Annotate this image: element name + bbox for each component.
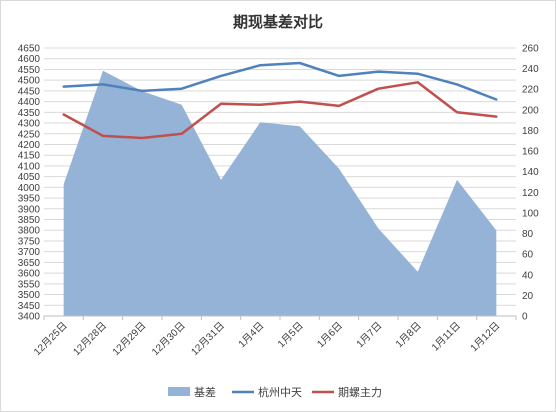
- y-right-tick-label: 100: [522, 208, 539, 219]
- x-tick-label: 1月6日: [315, 320, 345, 350]
- x-tick-label: 1月5日: [275, 320, 305, 350]
- legend-label: 期螺主力: [338, 386, 382, 399]
- y-right-tick-label: 80: [522, 229, 534, 240]
- x-tick-label: 12月30日: [149, 320, 187, 358]
- y-left-tick-label: 4150: [18, 151, 41, 162]
- x-tick-label: 1月7日: [354, 320, 384, 350]
- x-tick-label: 12月28日: [71, 320, 109, 358]
- y-right-tick-label: 40: [522, 270, 534, 281]
- chart-title: 期现基差对比: [233, 13, 323, 31]
- legend-label: 基差: [194, 385, 216, 399]
- y-left-tick-label: 4250: [18, 129, 41, 140]
- x-tick-label: 1月11日: [429, 320, 463, 354]
- y-right-tick-label: 120: [522, 188, 539, 199]
- y-right-tick-label: 220: [522, 85, 539, 96]
- x-tick-label: 1月8日: [393, 320, 423, 350]
- x-tick-label: 12月31日: [189, 320, 227, 358]
- y-left-tick-label: 3400: [18, 312, 41, 323]
- x-tick-label: 1月4日: [236, 320, 266, 350]
- y-left-tick-label: 3750: [18, 236, 41, 247]
- y-left-tick-label: 4050: [18, 172, 41, 183]
- y-right-tick-label: 260: [522, 44, 539, 55]
- y-right-tick-label: 20: [522, 291, 534, 302]
- y-left-tick-label: 4450: [18, 86, 41, 97]
- y-left-tick-label: 3650: [18, 258, 41, 269]
- y-left-tick-label: 4650: [18, 44, 41, 55]
- y-left-tick-label: 3600: [18, 269, 41, 280]
- x-tick-label: 12月25日: [31, 320, 69, 358]
- y-left-tick-label: 3950: [18, 194, 41, 205]
- y-right-tick-label: 0: [522, 312, 528, 323]
- y-left-tick-label: 4100: [18, 161, 41, 172]
- y-right-tick-label: 60: [522, 250, 534, 261]
- y-left-tick-label: 3900: [18, 204, 41, 215]
- line-series-qiluo-zhuli: [62, 81, 498, 140]
- y-left-tick-label: 4200: [18, 140, 41, 151]
- y-left-tick-label: 3550: [18, 279, 41, 290]
- y-right-tick-label: 160: [522, 147, 539, 158]
- y-right-tick-label: 200: [522, 105, 539, 116]
- y-left-tick-label: 3500: [18, 290, 41, 301]
- y-left-tick-label: 3450: [18, 301, 41, 312]
- y-left-tick-label: 3800: [18, 226, 41, 237]
- y-left-tick-label: 4000: [18, 183, 41, 194]
- y-left-tick-label: 4350: [18, 108, 41, 119]
- y-left-tick-label: 3700: [18, 247, 41, 258]
- x-tick-label: 12月29日: [110, 320, 148, 358]
- y-right-tick-label: 240: [522, 64, 539, 75]
- line-series-layer: [62, 61, 498, 140]
- y-right-tick-label: 180: [522, 126, 539, 137]
- y-right-tick-label: 140: [522, 167, 539, 178]
- legend-label: 杭州中天: [258, 385, 302, 399]
- y-left-tick-label: 4550: [18, 65, 41, 76]
- y-left-tick-label: 4400: [18, 97, 41, 108]
- legend-swatch-jicha: [168, 387, 190, 396]
- y-left-tick-label: 4300: [18, 119, 41, 130]
- y-left-tick-label: 3850: [18, 215, 41, 226]
- line-series-hangzhou-zhongtian: [62, 61, 498, 101]
- y-left-tick-label: 4500: [18, 76, 41, 87]
- area-series-jicha: [63, 70, 497, 316]
- legend: 基差 杭州中天 期螺主力: [168, 385, 382, 399]
- y-left-tick-label: 4600: [18, 54, 41, 65]
- x-tick-label: 1月12日: [468, 320, 502, 354]
- area-series-layer: [63, 70, 497, 316]
